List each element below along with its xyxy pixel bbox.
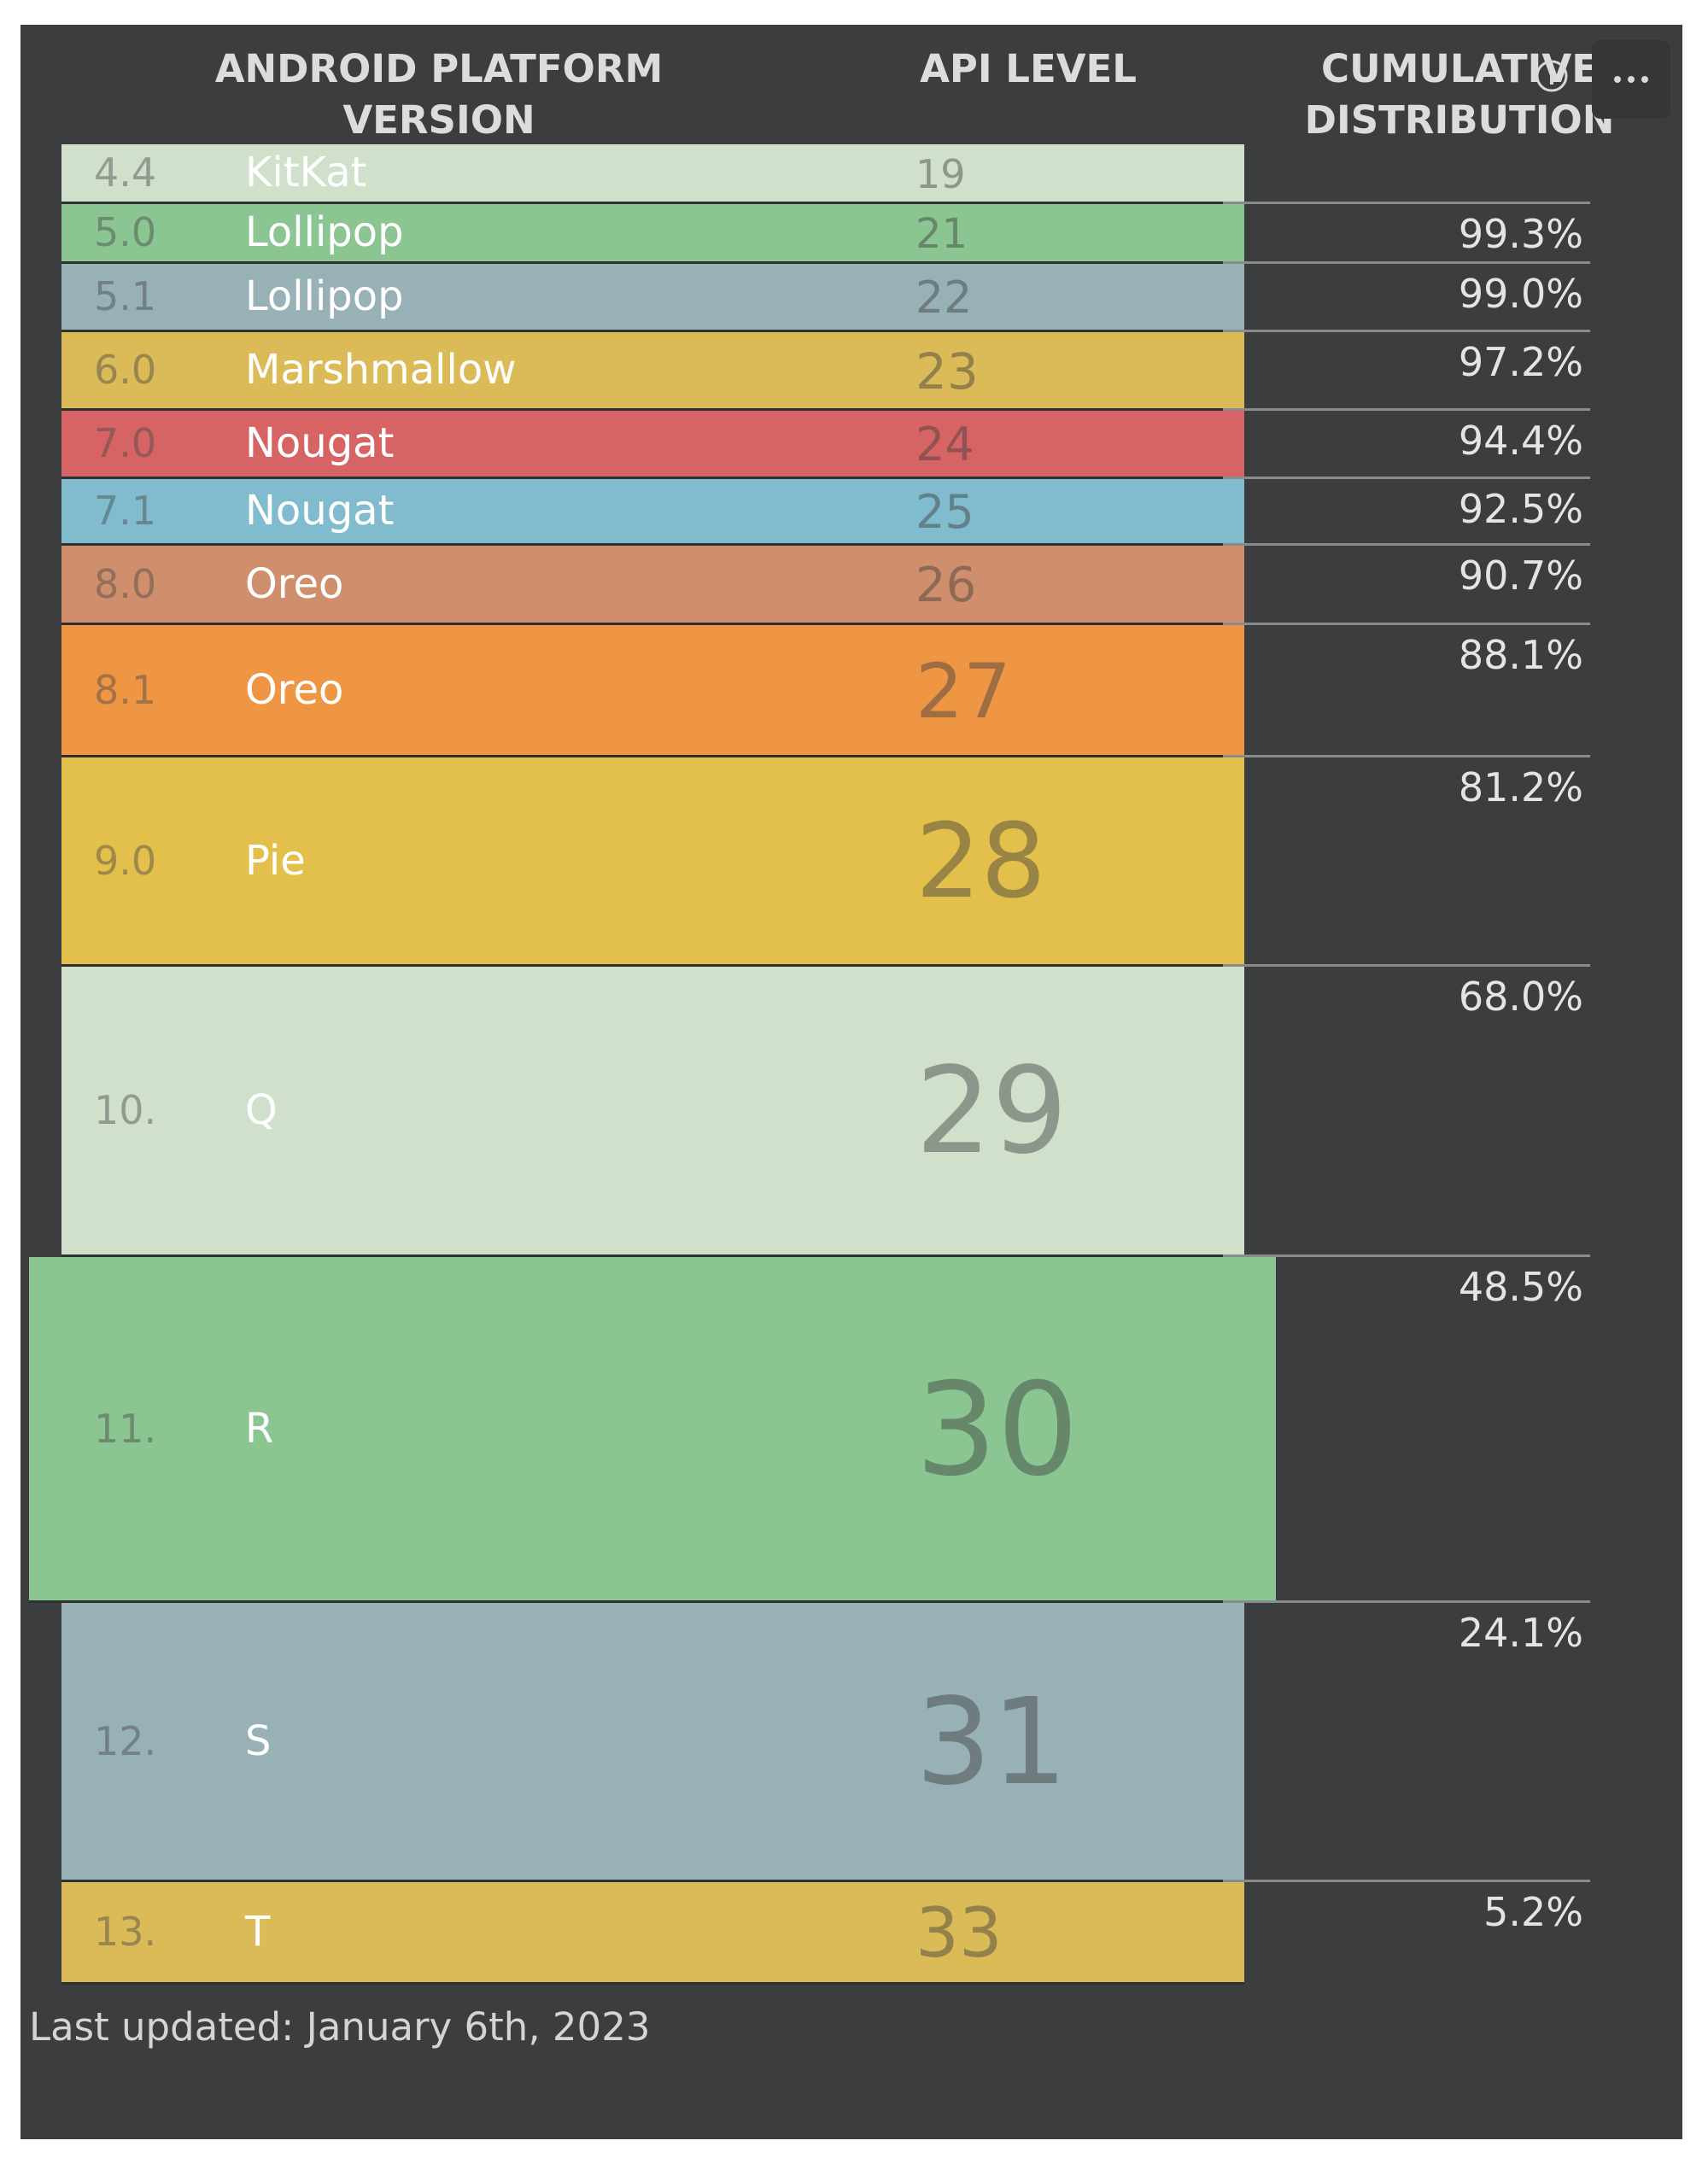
row-api-level: 23 bbox=[915, 342, 979, 401]
row-codename: T bbox=[245, 1908, 271, 1956]
table-row: 5.0 Lollipop 21 bbox=[61, 204, 1244, 264]
row-version: 6.0 bbox=[94, 347, 157, 393]
row-api-level: 24 bbox=[915, 418, 974, 471]
header-api-level: API LEVEL bbox=[920, 46, 1137, 91]
table-row: 7.0 Nougat 24 bbox=[61, 411, 1244, 479]
row-cumulative: 24.1% bbox=[1223, 1600, 1590, 1658]
table-row: 7.1 Nougat 25 bbox=[61, 479, 1244, 546]
row-codename: R bbox=[245, 1405, 274, 1453]
row-codename: Oreo bbox=[245, 560, 344, 608]
row-api-level: 22 bbox=[915, 272, 973, 324]
table-row: 8.1 Oreo 27 bbox=[61, 625, 1244, 757]
table-row: 6.0 Marshmallow 23 bbox=[61, 332, 1244, 411]
row-api-level: 27 bbox=[915, 647, 1011, 735]
row-cumulative: 81.2% bbox=[1223, 755, 1590, 812]
row-version: 9.0 bbox=[94, 838, 157, 884]
row-api-level: 21 bbox=[915, 210, 968, 258]
table-row: 13. T 33 bbox=[61, 1882, 1244, 1985]
row-cumulative: 88.1% bbox=[1223, 623, 1590, 680]
row-version: 7.1 bbox=[94, 488, 157, 534]
row-version: 8.0 bbox=[94, 561, 157, 607]
row-version: 12. bbox=[94, 1718, 157, 1764]
row-cumulative: 97.2% bbox=[1223, 330, 1590, 387]
row-version: 11. bbox=[94, 1406, 157, 1452]
row-version: 5.0 bbox=[94, 209, 157, 255]
table-row: 4.4 KitKat 19 bbox=[61, 144, 1244, 204]
table-row: 8.0 Oreo 26 bbox=[61, 546, 1244, 625]
table-row: 9.0 Pie 28 bbox=[61, 757, 1244, 967]
row-cumulative: 99.3% bbox=[1223, 202, 1590, 259]
last-updated-text: Last updated: January 6th, 2023 bbox=[29, 2004, 651, 2050]
row-version: 4.4 bbox=[94, 149, 157, 196]
row-codename: S bbox=[245, 1717, 272, 1765]
row-version: 8.1 bbox=[94, 667, 157, 713]
row-codename: Nougat bbox=[245, 419, 395, 467]
row-version: 10. bbox=[94, 1087, 157, 1133]
row-version: 5.1 bbox=[94, 273, 157, 319]
distribution-panel: ANDROID PLATFORM VERSION API LEVEL CUMUL… bbox=[20, 25, 1682, 2139]
row-cumulative: 99.0% bbox=[1223, 261, 1590, 319]
row-cumulative: 94.4% bbox=[1223, 408, 1590, 465]
row-api-level: 31 bbox=[915, 1673, 1068, 1812]
row-version: 7.0 bbox=[94, 420, 157, 466]
table-row: 12. S 31 bbox=[61, 1603, 1244, 1882]
row-api-level: 30 bbox=[915, 1356, 1079, 1505]
row-api-level: 19 bbox=[915, 151, 966, 197]
more-horizontal-icon bbox=[1614, 76, 1648, 83]
row-codename: Lollipop bbox=[245, 272, 404, 320]
row-api-level: 29 bbox=[915, 1042, 1068, 1181]
row-codename: Marshmallow bbox=[245, 346, 517, 394]
row-api-level: 28 bbox=[915, 803, 1046, 921]
row-codename: Nougat bbox=[245, 487, 395, 535]
row-api-level: 26 bbox=[915, 558, 977, 613]
row-codename: Lollipop bbox=[245, 208, 404, 256]
header-platform-version: ANDROID PLATFORM VERSION bbox=[214, 46, 664, 143]
table-row: 11. R 30 bbox=[29, 1257, 1276, 1603]
more-options-button[interactable] bbox=[1592, 40, 1670, 119]
row-api-level: 25 bbox=[915, 485, 974, 539]
header-cumulative-distribution: CUMULATIVE DISTRIBUTION bbox=[1304, 46, 1615, 143]
row-codename: Oreo bbox=[245, 666, 344, 714]
row-codename: KitKat bbox=[245, 149, 367, 196]
row-cumulative: 68.0% bbox=[1223, 964, 1590, 1021]
table-row: 5.1 Lollipop 22 bbox=[61, 264, 1244, 332]
table-row: 10. Q 29 bbox=[61, 967, 1244, 1257]
row-cumulative: 90.7% bbox=[1223, 543, 1590, 600]
row-codename: Q bbox=[245, 1086, 278, 1134]
row-version: 13. bbox=[94, 1909, 157, 1955]
row-cumulative: 92.5% bbox=[1223, 477, 1590, 534]
row-api-level: 33 bbox=[915, 1893, 1003, 1973]
row-cumulative: 48.5% bbox=[1223, 1254, 1590, 1312]
row-codename: Pie bbox=[245, 837, 306, 885]
row-cumulative: 5.2% bbox=[1223, 1880, 1590, 1937]
info-icon[interactable] bbox=[1534, 58, 1570, 94]
